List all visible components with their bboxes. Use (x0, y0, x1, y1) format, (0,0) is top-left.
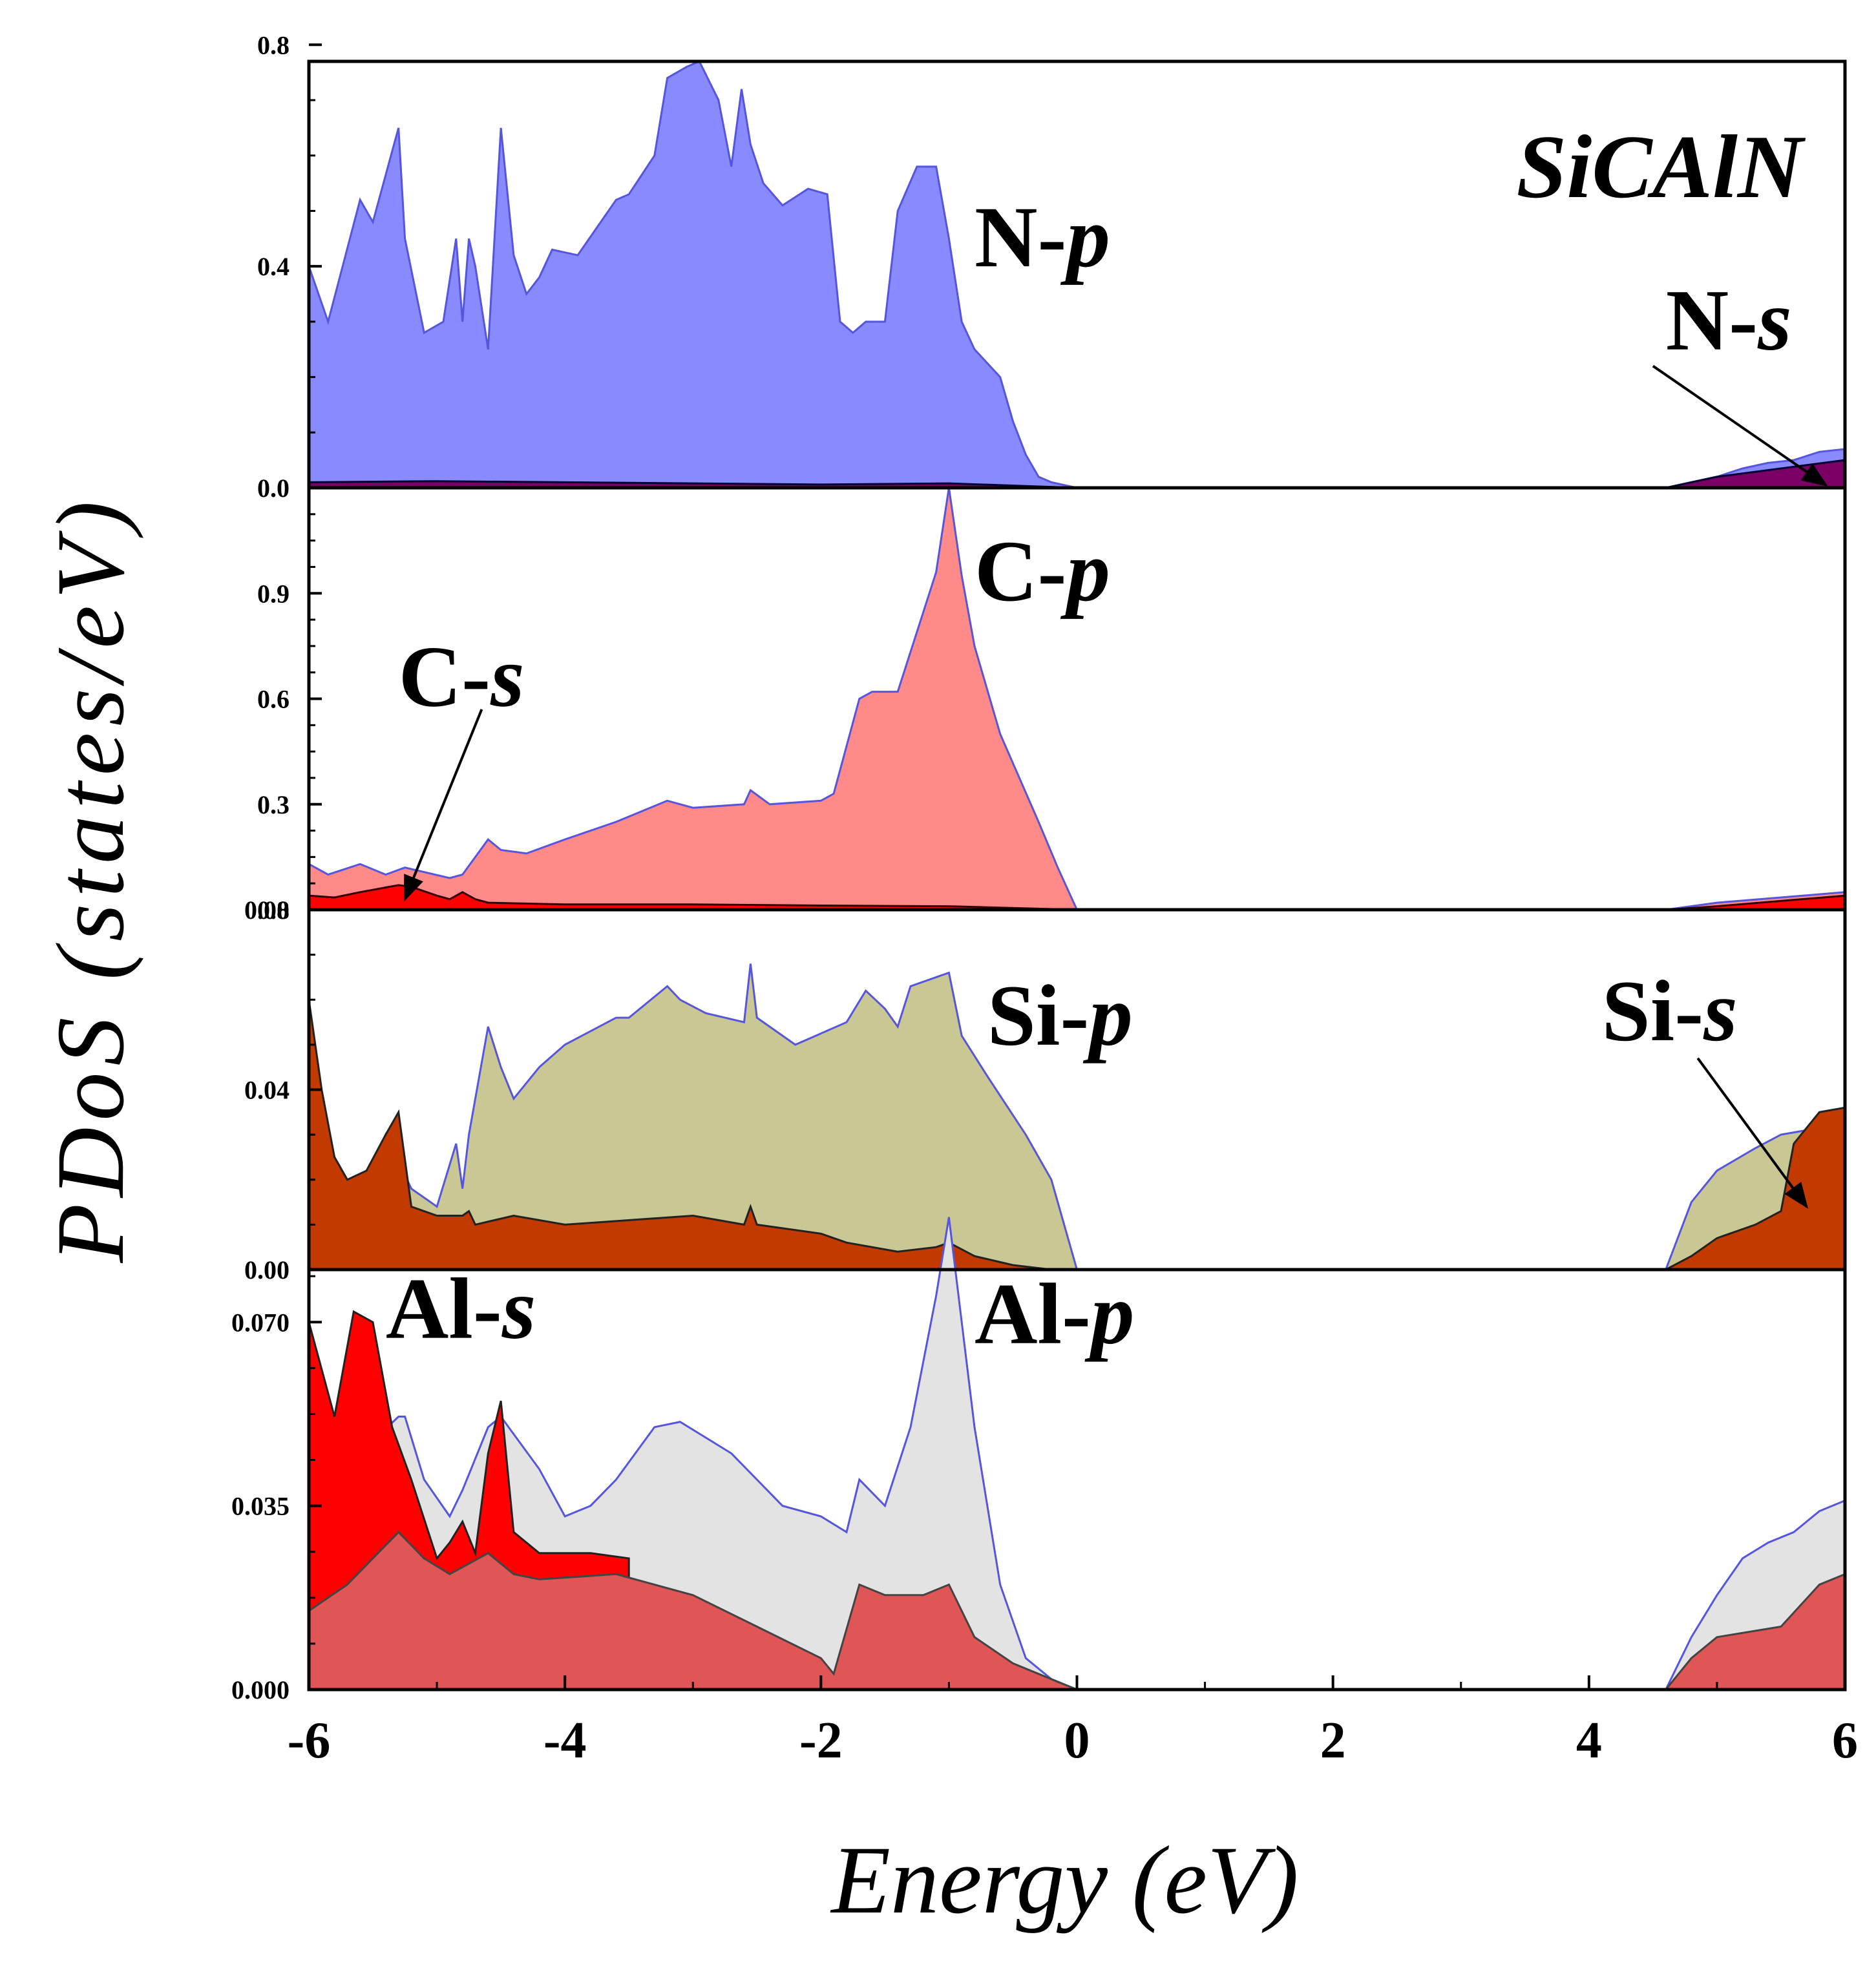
panel-n: N-p N-s (308, 60, 1846, 489)
label-al-s: Al-s (386, 1261, 536, 1357)
y-tick-label: 0.08 (244, 896, 290, 925)
area-n-s-1 (308, 459, 1846, 489)
panels-layer: N-p N-s C-p C-s Si-p Si-s Al-s Al-p (308, 60, 1846, 1691)
y-tick-label: 0.6 (257, 685, 290, 714)
area-al-s-2 (308, 1531, 1846, 1691)
x-tick-label: -6 (288, 1712, 331, 1769)
panel-c: C-p C-s (308, 487, 1846, 911)
x-tick-label: -4 (543, 1712, 587, 1769)
x-tick-label: 0 (1064, 1712, 1090, 1769)
panel-al: Al-s Al-p (308, 1217, 1846, 1691)
y-tick-label: 0.0 (257, 896, 290, 925)
area-c-s-1 (308, 884, 1846, 911)
x-axis: -6 -4 -2 0 2 4 6 (288, 1675, 1858, 1769)
label-si-s: Si-s (1602, 963, 1738, 1060)
annotation-arrow (1652, 364, 1828, 487)
y-axis-title: PDoS (states/eV) (37, 495, 144, 1264)
area-al-p-0 (308, 1217, 1846, 1691)
y-tick-label: 0.00 (244, 1255, 290, 1284)
label-al-p: Al-p (975, 1266, 1134, 1363)
area-si-p-0 (308, 963, 1846, 1271)
label-n-s: N-s (1666, 273, 1792, 369)
y-tick-label: 0.4 (257, 252, 290, 281)
y-tick-label: 0.035 (231, 1492, 290, 1521)
y-tick-label: 0.070 (231, 1308, 290, 1337)
annotation-arrow (403, 709, 483, 902)
x-tick-label: -2 (799, 1712, 843, 1769)
x-tick-label: 4 (1576, 1712, 1602, 1769)
label-n-p: N-p (975, 189, 1110, 286)
y-tick-label: 0.8 (257, 30, 290, 59)
y-tick-label: 0.04 (244, 1076, 290, 1105)
label-c-p: C-p (975, 523, 1110, 620)
panel-si: Si-p Si-s (308, 963, 1846, 1271)
label-c-s: C-s (399, 629, 525, 725)
x-tick-label: 6 (1832, 1712, 1858, 1769)
x-tick-label: 2 (1320, 1712, 1346, 1769)
y-tick-label: 0.3 (257, 790, 290, 819)
label-si-p: Si-p (987, 968, 1133, 1064)
annotation-arrow (1696, 1057, 1808, 1209)
y-tick-label: 0.0 (257, 474, 290, 503)
chart-title: SiCAlN (1516, 117, 1806, 217)
area-si-s-1 (308, 1000, 1846, 1271)
y-tick-label: 0.9 (257, 579, 290, 608)
x-axis-title: Energy (eV) (830, 1827, 1298, 1934)
y-tick-label: 0.000 (231, 1675, 290, 1704)
